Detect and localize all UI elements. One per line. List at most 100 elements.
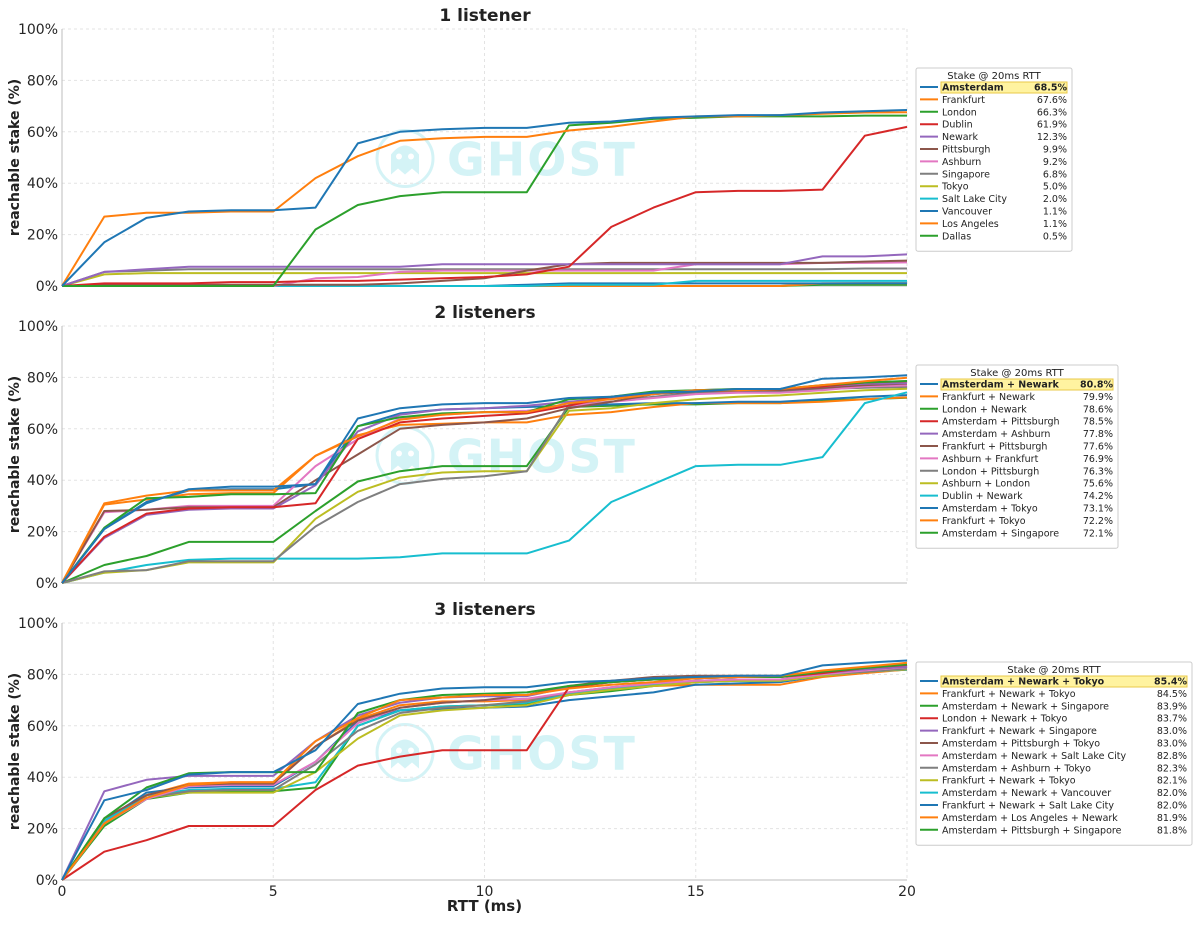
x-axis-label: RTT (ms) xyxy=(447,897,522,915)
y-axis-label: reachable stake (%) xyxy=(7,79,23,236)
legend-entry-value: 77.6% xyxy=(1083,442,1113,453)
legend-entry-name: Dallas xyxy=(942,231,971,242)
series-line-newark xyxy=(61,253,908,287)
panel-1: GHOST 0% 20% 40% 60% 80% 100% 1 listener reachab… xyxy=(7,6,1073,295)
legend-entry-value: 84.5% xyxy=(1157,689,1187,700)
legend-entry-name: Los Angeles xyxy=(942,219,999,230)
legend-entry-value: 85.4% xyxy=(1154,677,1187,688)
y-tick-label: 60% xyxy=(27,719,58,735)
legend-entry-name: Frankfurt + Newark xyxy=(942,392,1035,403)
legend-entry-name: Newark xyxy=(942,132,978,143)
watermark-text: GHOST xyxy=(447,133,637,187)
legend-box xyxy=(915,364,1119,549)
legend-entry-value: 81.9% xyxy=(1157,813,1187,824)
y-tick-label: 40% xyxy=(27,473,58,489)
ghost-eye-icon xyxy=(408,747,414,754)
ghost-shape-icon xyxy=(391,442,419,472)
legend-entry-value: 78.6% xyxy=(1083,404,1113,415)
legend-entry-value: 82.1% xyxy=(1157,776,1187,787)
series-line-singapore xyxy=(61,267,907,287)
ghost-eye-icon xyxy=(396,153,402,160)
x-tick-label: 15 xyxy=(687,884,705,900)
legend-entry-name: Amsterdam + Newark + Salt Lake City xyxy=(942,751,1126,762)
legend-entry-value: 82.3% xyxy=(1157,763,1187,774)
y-axis-label: reachable stake (%) xyxy=(7,673,23,830)
legend-entry-name: London + Pittsburgh xyxy=(942,466,1039,477)
legend-entry-name: Amsterdam + Newark xyxy=(942,380,1060,391)
legend-entry-value: 83.9% xyxy=(1157,701,1187,712)
legend-entry-value: 2.0% xyxy=(1043,194,1067,205)
y-tick-label: 60% xyxy=(27,422,58,438)
y-tick-label: 40% xyxy=(27,770,58,786)
panel-2: GHOST 0% 20% 40% 60% 80% 100% 2 listeners reacha… xyxy=(7,303,1119,592)
x-tick-label: 20 xyxy=(898,884,916,900)
legend-entry-name: Frankfurt xyxy=(942,95,985,106)
legend-entry-value: 6.8% xyxy=(1043,169,1067,180)
legend-entry-name: London + Newark + Tokyo xyxy=(942,714,1068,725)
legend-entry-value: 75.6% xyxy=(1083,479,1113,490)
legend-entry-name: Vancouver xyxy=(942,207,992,218)
watermark-text: GHOST xyxy=(447,727,637,781)
y-tick-label: 100% xyxy=(18,319,58,335)
y-axis-label: reachable stake (%) xyxy=(7,376,23,533)
legend-entry-name: Amsterdam + Newark + Vancouver xyxy=(942,788,1111,799)
series-line-amsterdam-newark xyxy=(61,374,908,584)
legend-entry-name: Frankfurt + Newark + Salt Lake City xyxy=(942,801,1114,812)
series-line-ashburn-london xyxy=(61,387,908,584)
ghost-watermark: GHOST xyxy=(375,426,635,485)
legend-entry-name: Frankfurt + Pittsburgh xyxy=(942,442,1047,453)
legend-entry-value: 9.2% xyxy=(1043,157,1067,168)
legend-entry-value: 79.9% xyxy=(1083,392,1113,403)
legend-entry-name: Ashburn + London xyxy=(942,479,1030,490)
legend-entry-name: Amsterdam + Tokyo xyxy=(942,504,1038,515)
y-tick-label: 40% xyxy=(27,176,58,192)
ghost-eye-icon xyxy=(408,450,414,457)
legend-title: Stake @ 20ms RTT xyxy=(1007,665,1101,676)
series-line-pittsburgh xyxy=(61,259,908,287)
legend-entry-name: Dublin xyxy=(942,120,973,131)
legend-entry-name: Amsterdam + Ashburn xyxy=(942,429,1050,440)
series-line-dublin-newark xyxy=(61,391,908,584)
legend-entry-name: Frankfurt + Newark + Singapore xyxy=(942,726,1097,737)
legend-entry-value: 83.0% xyxy=(1157,739,1187,750)
ghost-eye-icon xyxy=(396,747,402,754)
legend-entry-name: Dublin + Newark xyxy=(942,491,1023,502)
legend-entry-value: 1.1% xyxy=(1043,219,1067,230)
legend-entry-name: Amsterdam + Ashburn + Tokyo xyxy=(942,763,1091,774)
legend-box xyxy=(915,661,1193,846)
legend-entry-name: Frankfurt + Newark + Tokyo xyxy=(942,689,1076,700)
ghost-shape-icon xyxy=(391,739,419,769)
series-line-amsterdam xyxy=(61,109,908,287)
ghost-watermark: GHOST xyxy=(375,129,637,188)
series-line-amsterdam-newark-tokyo xyxy=(61,659,908,881)
legend-box xyxy=(915,67,1073,252)
legend-entry-value: 61.9% xyxy=(1037,120,1067,131)
legend-entry-value: 76.3% xyxy=(1083,466,1113,477)
legend-entry-value: 73.1% xyxy=(1083,504,1113,515)
ghost-shape-icon xyxy=(391,145,419,175)
legend-entry-name: Amsterdam + Newark + Tokyo xyxy=(942,677,1105,688)
legend-entry-value: 1.1% xyxy=(1043,207,1067,218)
legend-entry-value: 82.0% xyxy=(1157,788,1187,799)
x-tick-label: 5 xyxy=(269,884,278,900)
legend-entry-name: Singapore xyxy=(942,169,990,180)
legend-entry-value: 82.0% xyxy=(1157,801,1187,812)
legend-entry-name: Amsterdam + Newark + Singapore xyxy=(942,701,1109,712)
legend-entry-name: London xyxy=(942,107,977,118)
legend-entry-name: Ashburn + Frankfurt xyxy=(942,454,1039,465)
ghost-eye-icon xyxy=(408,153,414,160)
legend-entry-value: 83.7% xyxy=(1157,714,1187,725)
legend-entry-value: 77.8% xyxy=(1083,429,1113,440)
legend-highlight xyxy=(940,81,1068,94)
series-line-frankfurt-newark-tokyo xyxy=(61,668,908,881)
y-tick-label: 100% xyxy=(18,22,58,38)
legend-entry-value: 72.2% xyxy=(1083,516,1113,527)
legend-entry-value: 81.8% xyxy=(1157,825,1187,836)
legend-entry-value: 12.3% xyxy=(1037,132,1067,143)
legend-entry-value: 76.9% xyxy=(1083,454,1113,465)
legend-entry-name: Ashburn xyxy=(942,157,981,168)
